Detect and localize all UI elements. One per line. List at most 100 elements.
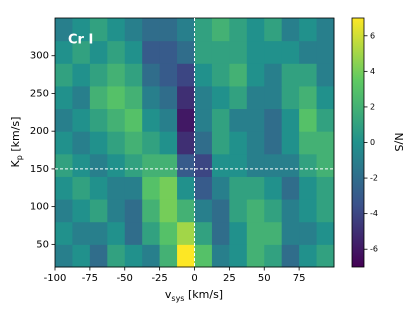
heatmap-cell [159,131,178,155]
heatmap-cell [264,176,283,200]
heatmap-cell [55,40,73,64]
heatmap-cell [142,176,161,200]
heatmap-cell [194,176,213,200]
x-axis-label: vsys [km/s] [165,288,223,303]
x-tick-label: 75 [293,273,306,284]
heatmap-cell [72,40,91,64]
heatmap-cell [299,176,318,200]
heatmap-cell [159,221,178,245]
heatmap-cell [177,63,195,87]
colorbar-tick-label: 0 [370,138,375,147]
heatmap-cell [281,131,300,155]
heatmap-cell [89,131,108,155]
heatmap-cell [281,18,300,42]
heatmap-cell [124,85,143,110]
heatmap-cell [211,108,230,132]
heatmap-cell [246,85,265,110]
heatmap-cell [229,221,248,245]
heatmap-cell [211,63,230,87]
heatmap-cell [177,85,195,110]
colorbar-tick-label: 4 [370,67,375,76]
colorbar-tick-label: -6 [370,245,378,254]
heatmap-cell [264,131,283,155]
y-label-rest: [km/s] [9,117,22,156]
heatmap-cell [281,244,300,268]
heatmap-cell [316,108,335,132]
heatmap-cell [107,221,126,245]
heatmap-cell [194,108,213,132]
heatmap-cell [211,153,230,177]
heatmap-cell [281,108,300,132]
heatmap-cell [72,131,91,155]
heatmap-cell [142,221,161,245]
heatmap-cell [142,244,161,268]
x-label-base: v [165,288,172,301]
heatmap-cell [55,85,73,110]
heatmap-cell [107,63,126,87]
y-tick-label: 200 [30,126,49,137]
heatmap-cell [159,85,178,110]
heatmap-cell [177,108,195,132]
y-label-base: K [9,159,22,167]
heatmap-cell [177,131,195,155]
heatmap-cell [55,153,73,177]
heatmap-cell [89,199,108,223]
heatmap-cell [159,40,178,64]
x-tick-label: 0 [191,273,197,284]
y-tick-label: 100 [30,202,49,213]
heatmap-cell [124,221,143,245]
heatmap-cell [142,18,161,42]
colorbar-tick-label: 6 [370,31,375,40]
heatmap-cell [72,199,91,223]
heatmap-cell [229,153,248,177]
heatmap-cell [124,63,143,87]
heatmap-cell [55,199,73,223]
heatmap-cell [159,176,178,200]
heatmap-cell [89,176,108,200]
y-label-sub: p [15,155,24,160]
colorbar-label: N/S [392,133,405,152]
heatmap-cell [177,153,195,177]
heatmap-cell [264,108,283,132]
heatmap-cell [194,131,213,155]
heatmap-cell [229,199,248,223]
heatmap-cell [72,85,91,110]
heatmap-cell [299,221,318,245]
heatmap-cell [124,176,143,200]
heatmap-cell [281,153,300,177]
x-tick-label: -75 [82,273,98,284]
heatmap-cell [229,131,248,155]
heatmap-cell [124,108,143,132]
heatmap-cell [246,153,265,177]
heatmap-cell [211,18,230,42]
heatmap-cell [211,40,230,64]
heatmap-cell [246,131,265,155]
heatmap-cell [316,18,335,42]
heatmap-cell [89,221,108,245]
heatmap-cell [211,85,230,110]
heatmap-cell [194,63,213,87]
y-axis-label: Kp [km/s] [9,117,24,168]
heatmap-cell [299,63,318,87]
heatmap-cell [55,131,73,155]
heatmap-cell [229,108,248,132]
heatmap-cell [211,176,230,200]
heatmap-cell [55,221,73,245]
heatmap-cell [229,244,248,268]
heatmap-cell [211,244,230,268]
heatmap-cell [142,85,161,110]
y-tick-label: 250 [30,88,49,99]
heatmap-cell [55,18,73,42]
heatmap-cell [299,40,318,64]
heatmap-cell [89,40,108,64]
colorbar-tick-label: 2 [370,102,375,111]
heatmap-cell [281,176,300,200]
heatmap-cell [72,244,91,268]
heatmap-cell [89,153,108,177]
heatmap-cell [72,63,91,87]
heatmap-cell [194,199,213,223]
heatmap-cell [159,244,178,268]
annotation: Cr I [68,33,93,48]
heatmap-cell [142,153,161,177]
heatmap-cell [264,199,283,223]
